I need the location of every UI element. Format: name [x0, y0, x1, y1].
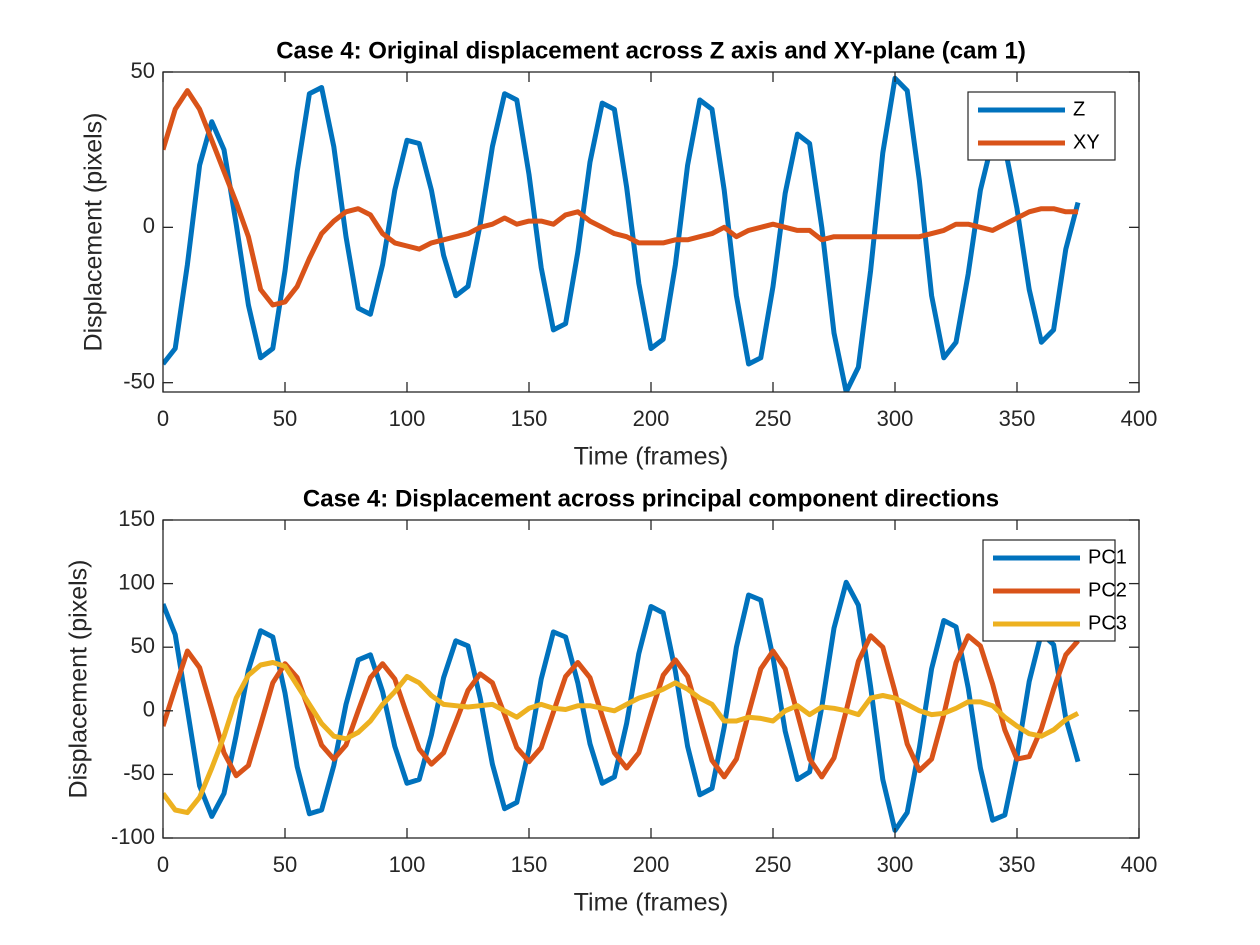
x-tick-label: 250	[755, 852, 792, 877]
y-tick-label: -50	[123, 760, 155, 785]
y-axis-label: Displacement (pixels)	[65, 560, 93, 799]
x-tick-label: 50	[273, 852, 297, 877]
y-tick-label: 50	[131, 633, 155, 658]
y-tick-label: 100	[118, 569, 155, 594]
x-tick-label: 50	[273, 406, 297, 431]
x-tick-label: 300	[877, 406, 914, 431]
data-line	[163, 660, 1080, 816]
x-tick-label: 300	[877, 852, 914, 877]
x-tick-label: 400	[1121, 852, 1158, 877]
x-axis-label: Time (frames)	[574, 889, 729, 917]
x-tick-label: 200	[633, 406, 670, 431]
y-tick-label: 0	[143, 697, 155, 722]
x-tick-label: 200	[633, 852, 670, 877]
x-tick-label: 400	[1121, 406, 1158, 431]
data-line	[163, 75, 1081, 392]
x-tick-label: 150	[511, 852, 548, 877]
x-tick-label: 100	[389, 852, 426, 877]
y-tick-label: -100	[111, 824, 155, 849]
x-tick-label: 150	[511, 406, 548, 431]
y-tick-label: 50	[131, 58, 155, 83]
chart-title: Case 4: Original displacement across Z a…	[276, 37, 1026, 64]
x-axis-label: Time (frames)	[574, 443, 729, 471]
data-line	[163, 579, 1081, 833]
data-line	[163, 633, 1080, 780]
legend-label: XY	[1073, 131, 1100, 153]
legend-label: Z	[1073, 98, 1085, 120]
legend-label: PC2	[1088, 579, 1127, 601]
y-axis-label: Displacement (pixels)	[80, 113, 108, 352]
y-tick-label: 150	[118, 506, 155, 531]
x-tick-label: 0	[157, 406, 169, 431]
x-tick-label: 350	[999, 406, 1036, 431]
x-tick-label: 100	[389, 406, 426, 431]
x-tick-label: 250	[755, 406, 792, 431]
x-tick-label: 0	[157, 852, 169, 877]
legend-label: PC1	[1088, 546, 1127, 568]
chart-title: Case 4: Displacement across principal co…	[303, 485, 999, 512]
legend-label: PC3	[1088, 612, 1127, 634]
y-tick-label: -50	[123, 368, 155, 393]
y-tick-label: 0	[143, 213, 155, 238]
data-line	[163, 88, 1078, 308]
axes-background	[163, 520, 1139, 838]
x-tick-label: 350	[999, 852, 1036, 877]
legend-box	[967, 91, 1116, 161]
